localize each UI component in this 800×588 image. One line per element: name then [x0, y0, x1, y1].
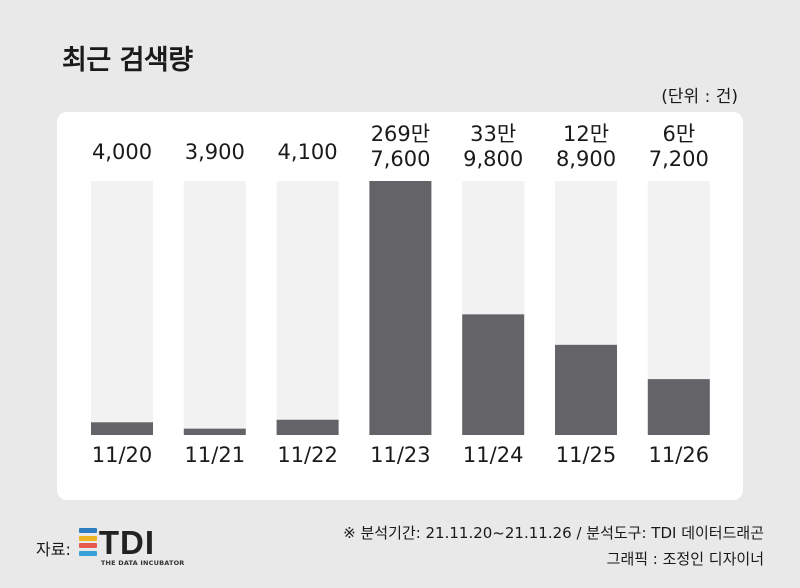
- chart-panel: 4,000 11/20 3,900 11/21 4,100 11/22 269만 7,600 1…: [57, 112, 743, 500]
- value-label: 33만: [470, 122, 516, 146]
- tdi-logo: TDI THE DATA INCUBATOR: [78, 524, 199, 570]
- bar-11/24: [462, 314, 525, 435]
- value-label: 6만: [662, 122, 695, 146]
- bar-11/25: [555, 344, 617, 435]
- value-label: 8,900: [556, 147, 616, 171]
- logo-bars-icon: [78, 528, 97, 557]
- logo-bar-1: [78, 528, 97, 533]
- source: 자료: TDI THE DATA INCUBATOR: [36, 524, 199, 570]
- unit-label: (단위 : 건): [661, 87, 738, 107]
- source-label: 자료:: [36, 540, 71, 559]
- logo-bar-3: [78, 543, 97, 549]
- x-tick-label: 11/25: [556, 443, 617, 467]
- value-label: 7,200: [649, 147, 709, 171]
- value-label: 12만: [563, 122, 609, 146]
- value-label: 7,600: [370, 147, 430, 171]
- value-label: 4,000: [92, 140, 152, 164]
- x-tick-label: 11/20: [92, 443, 153, 467]
- x-tick-label: 11/23: [370, 443, 431, 467]
- logo-text: TDI: [98, 524, 156, 561]
- graphic-credit: 그래픽 : 조정인 디자이너: [606, 550, 764, 568]
- analysis-note: ※ 분석기간: 21.11.20~21.11.26 / 분석도구: TDI 데이…: [343, 524, 764, 542]
- bar-11/21: [183, 428, 246, 435]
- value-label: 3,900: [185, 140, 245, 164]
- bar-11/26: [647, 379, 710, 435]
- x-tick-label: 11/24: [463, 443, 524, 467]
- footer-note: ※ 분석기간: 21.11.20~21.11.26 / 분석도구: TDI 데이…: [343, 520, 764, 572]
- bar-11/23: [369, 181, 432, 435]
- x-tick-label: 11/26: [649, 443, 710, 467]
- logo-bar-4: [78, 551, 97, 557]
- logo-bar-2: [78, 535, 97, 541]
- value-label: 4,100: [278, 140, 338, 164]
- x-tick-label: 11/22: [277, 443, 338, 467]
- chart-title: 최근 검색량: [62, 45, 193, 76]
- bar-track: [276, 181, 339, 435]
- bar-11/20: [91, 422, 153, 435]
- value-label: 9,800: [463, 147, 523, 171]
- x-tick-label: 11/21: [185, 443, 246, 467]
- bar-11/22: [276, 419, 339, 435]
- logo-subtitle: THE DATA INCUBATOR: [100, 559, 185, 567]
- bar-track: [183, 181, 246, 435]
- bar-track: [91, 181, 153, 435]
- value-label: 269만: [371, 122, 430, 146]
